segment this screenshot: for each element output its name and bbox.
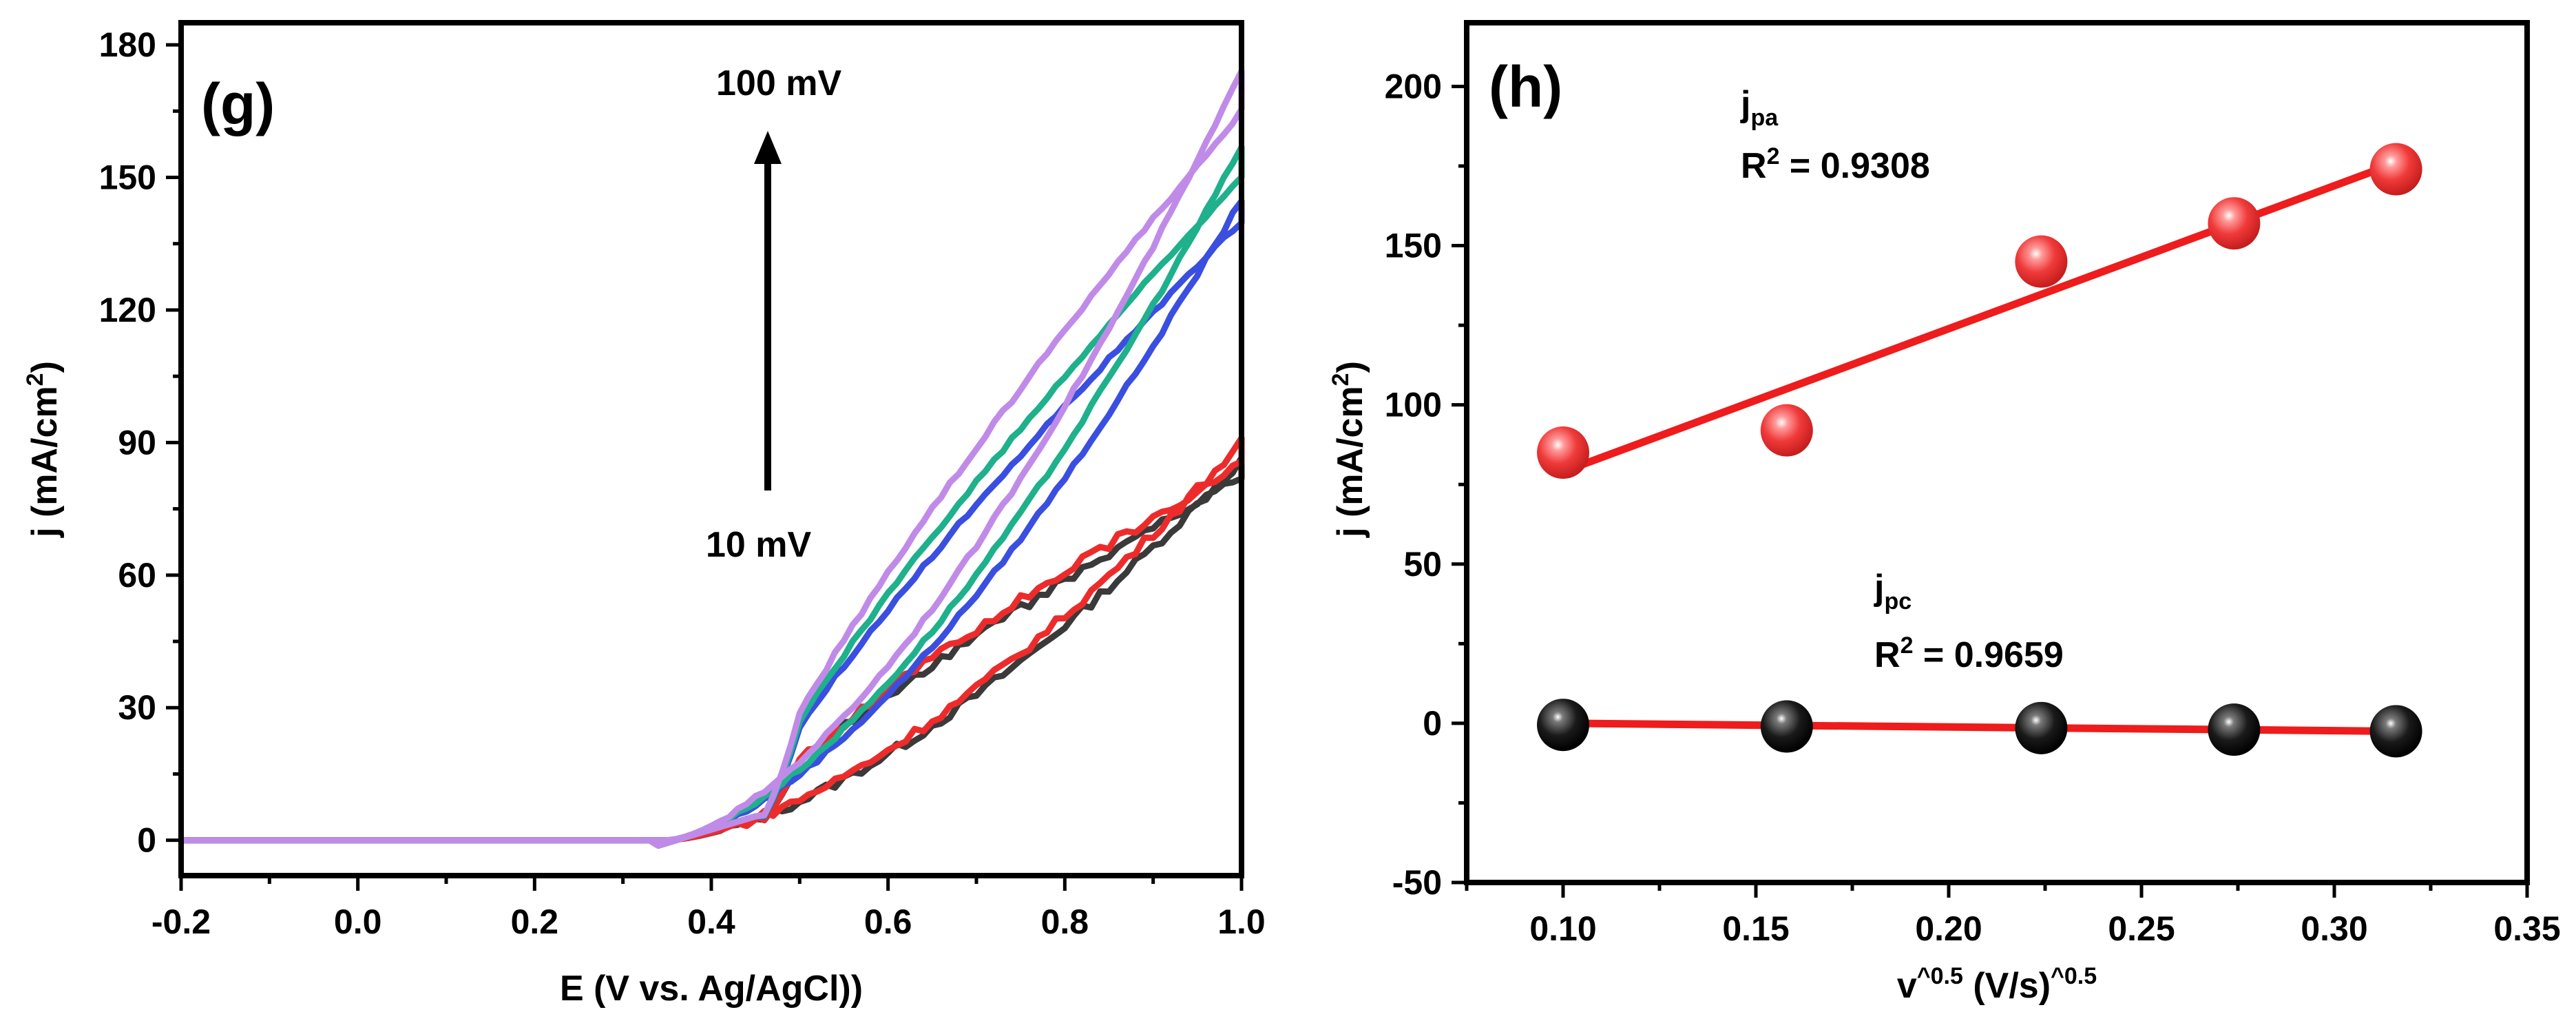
cv-curve-50-mv xyxy=(178,198,1245,849)
y-tick-label: -50 xyxy=(1392,863,1442,902)
jpc-point xyxy=(2208,703,2261,756)
y-tick-label: 180 xyxy=(99,25,156,64)
x-tick-label: 0.15 xyxy=(1722,909,1789,948)
y-tick-label: 150 xyxy=(1385,227,1442,265)
x-tick-label: 0.6 xyxy=(864,902,912,941)
arrow-up-icon xyxy=(754,131,782,164)
y-tick-label: 100 xyxy=(1385,386,1442,424)
data-points xyxy=(1537,143,2422,758)
scan-rate-annotation: 100 mV 10 mV xyxy=(706,63,841,565)
x-tick-label: 0.2 xyxy=(511,902,559,941)
y-tick-label: 90 xyxy=(118,423,156,462)
plot-frame-h xyxy=(1464,20,2530,885)
y-tick-label: 30 xyxy=(118,688,156,727)
y-axis-title-h: j (mA/cm2) xyxy=(1328,361,1370,538)
jpc-point xyxy=(2015,701,2068,754)
cv-curve-75-mv xyxy=(178,144,1245,849)
x-tick-label: 0.10 xyxy=(1529,909,1596,948)
x-axis-title-h: v^0.5 (V/s)^0.5 xyxy=(1897,963,2097,1006)
jpc-point xyxy=(2369,705,2422,758)
y-tick-label: 150 xyxy=(99,158,156,197)
x-axis-h: 0.10 0.15 0.20 0.25 0.30 0.35 xyxy=(1465,883,2561,948)
annotation-bottom: 10 mV xyxy=(706,525,812,565)
jpa-point xyxy=(1760,404,1813,457)
jpc-label: jpc xyxy=(1874,568,1912,615)
x-axis-g: -0.2 0.0 0.2 0.4 0.6 0.8 1.0 xyxy=(151,876,1266,941)
x-tick-label: 0.8 xyxy=(1041,902,1089,941)
jpa-fit-line xyxy=(1559,158,2400,476)
y-axis-title-g: j (mA/cm2) xyxy=(22,361,65,538)
panel-g: 100 mV 10 mV -0.2 0.0 0.2 0.4 0.6 0.8 1.0 0 30 6… xyxy=(22,20,1266,1009)
jpa-point xyxy=(2208,197,2261,250)
y-tick-label: 200 xyxy=(1385,67,1442,105)
y-tick-label: 50 xyxy=(1403,545,1442,584)
x-tick-label: 0.25 xyxy=(2108,909,2175,948)
jpa-point xyxy=(1537,426,1589,479)
cv-curves xyxy=(178,68,1245,849)
x-tick-label: 1.0 xyxy=(1217,902,1266,941)
y-axis-h: -50 0 50 100 150 200 xyxy=(1385,67,1467,902)
legend-jpc: jpc R2 = 0.9659 xyxy=(1874,568,2064,675)
panel-label-g: (g) xyxy=(201,72,275,136)
jpa-r2: R2 = 0.9308 xyxy=(1741,143,1930,186)
x-tick-label: 0.4 xyxy=(687,902,735,941)
x-tick-label: 0.20 xyxy=(1915,909,1982,948)
y-tick-label: 120 xyxy=(99,291,156,329)
legend-jpa: jpa R2 = 0.9308 xyxy=(1740,84,1930,186)
jpc-fit-line xyxy=(1559,719,2400,735)
x-tick-label: -0.2 xyxy=(151,902,211,941)
jpc-point xyxy=(1760,700,1813,753)
jpc-r2: R2 = 0.9659 xyxy=(1874,632,2064,675)
y-tick-label: 60 xyxy=(118,556,156,595)
x-axis-title-g: E (V vs. Ag/AgCl)) xyxy=(560,969,863,1009)
x-tick-label: 0.35 xyxy=(2493,909,2560,948)
annotation-top: 100 mV xyxy=(716,63,841,103)
cv-curve-10-mv xyxy=(178,454,1245,849)
y-tick-label: 0 xyxy=(137,821,156,860)
jpa-point xyxy=(2015,235,2068,288)
cv-curve-100-mv xyxy=(178,68,1245,849)
y-tick-label: 0 xyxy=(1423,704,1442,743)
y-axis-g: 0 30 60 90 120 150 180 xyxy=(99,25,181,860)
jpa-label: jpa xyxy=(1740,84,1779,131)
panel-label-h: (h) xyxy=(1489,54,1562,119)
x-tick-label: 0.0 xyxy=(334,902,382,941)
cv-curve-25-mv xyxy=(178,435,1245,849)
panel-h: 0.10 0.15 0.20 0.25 0.30 0.35 -50 0 50 100 150 200… xyxy=(1328,20,2561,1006)
jpa-point xyxy=(2369,143,2422,196)
x-tick-label: 0.30 xyxy=(2301,909,2367,948)
jpc-point xyxy=(1537,699,1589,752)
